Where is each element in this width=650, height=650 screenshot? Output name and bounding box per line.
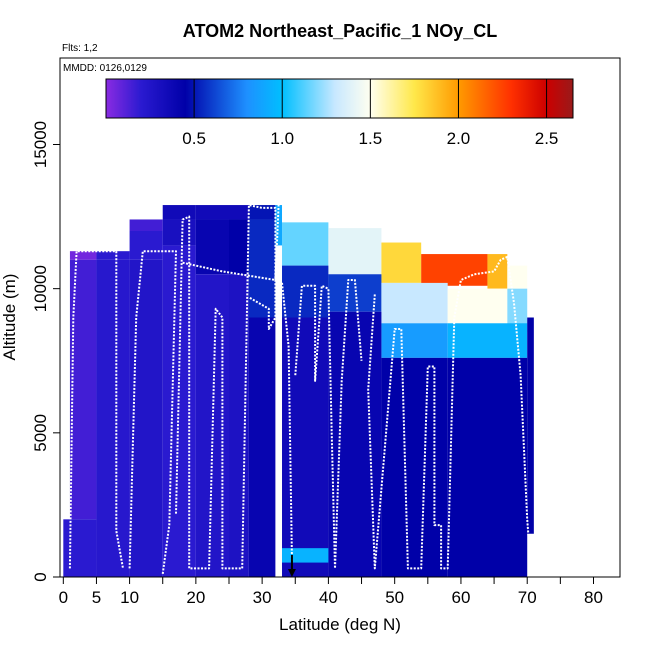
heatmap-cell	[162, 219, 196, 246]
x-tick-label: 80	[584, 588, 603, 607]
y-tick-label: 10000	[31, 265, 50, 312]
chart-title: ATOM2 Northeast_Pacific_1 NOy_CL	[183, 21, 497, 41]
location-marker	[287, 555, 296, 577]
colorbar-tick-label: 1.5	[359, 129, 383, 148]
heatmap-cell	[381, 282, 448, 324]
colorbar-tick-label: 1.0	[270, 129, 294, 148]
plot-frame	[59, 57, 621, 578]
heatmap-cell	[381, 242, 422, 283]
y-axis: 0 5000 10000 15000	[31, 121, 60, 582]
heatmap-cell	[275, 205, 283, 246]
heatmap-cell	[96, 251, 130, 260]
heatmap-cell	[487, 254, 508, 289]
dates-label: MMDD: 0126,0129	[63, 63, 147, 74]
y-tick-label: 5000	[31, 414, 50, 452]
y-tick-label: 0	[31, 572, 50, 581]
flight-tracks	[68, 202, 532, 575]
flight-track	[175, 204, 277, 570]
heatmap-cell	[282, 222, 329, 266]
heatmap-cell	[195, 205, 229, 220]
x-tick-label: 30	[253, 588, 272, 607]
x-tick-label: 5	[92, 588, 101, 607]
colorbar-tick-label: 2.5	[535, 129, 559, 148]
heatmap-cell	[381, 357, 448, 577]
heatmap-cell	[129, 219, 163, 231]
heatmap-cell	[69, 251, 97, 260]
x-tick-label: 50	[385, 588, 404, 607]
heatmap-cell	[507, 288, 528, 332]
colorbar-tick-label: 0.5	[182, 129, 206, 148]
heatmap-cell	[162, 205, 196, 220]
heatmap-cell	[248, 219, 276, 318]
x-tick-label: 70	[518, 588, 537, 607]
x-tick-label: 60	[451, 588, 470, 607]
colorbar: 0.5 1.0 1.5 2.0 2.5	[105, 78, 574, 148]
heatmap-cell	[69, 259, 97, 520]
heatmap-cell	[228, 205, 249, 220]
heatmap-cell	[421, 254, 488, 286]
heatmap-cell	[328, 228, 382, 275]
flight-track	[128, 250, 177, 575]
heatmap-cell	[447, 323, 528, 358]
flights-label: Flts: 1,2	[62, 43, 98, 54]
marker-arrowhead	[287, 569, 296, 577]
flight-track	[367, 255, 532, 570]
flight-track	[294, 279, 363, 570]
x-tick-label: 0	[59, 588, 68, 607]
flight-track	[281, 282, 293, 563]
colorbar-ramp	[105, 78, 574, 119]
x-axis: 0 5 10 20 30 40 50 60 70 80	[59, 577, 603, 607]
x-axis-label: Latitude (deg N)	[279, 615, 401, 634]
y-tick-label: 15000	[31, 121, 50, 168]
y-axis-label: Altitude (m)	[0, 274, 19, 361]
x-tick-label: 20	[186, 588, 205, 607]
heatmap-cell	[228, 219, 249, 275]
heatmap-cell	[195, 219, 229, 275]
flight-track	[182, 202, 280, 281]
heatmap-cell	[63, 519, 97, 577]
heatmap-cell	[129, 259, 163, 577]
heatmap-cell	[96, 259, 130, 577]
heatmap-cells	[63, 205, 534, 577]
heatmap-cell	[129, 231, 163, 260]
x-tick-label: 40	[319, 588, 338, 607]
heatmap-cell	[507, 265, 528, 289]
flight-track	[68, 250, 124, 569]
heatmap-cell	[447, 288, 508, 324]
heatmap-cell	[527, 317, 534, 534]
x-tick-label: 10	[120, 588, 139, 607]
heatmap-cell	[282, 548, 329, 563]
heatmap-cell	[381, 323, 448, 358]
heatmap-cell	[248, 317, 276, 577]
colorbar-tick-label: 2.0	[447, 129, 471, 148]
heatmap-cell	[447, 357, 528, 577]
